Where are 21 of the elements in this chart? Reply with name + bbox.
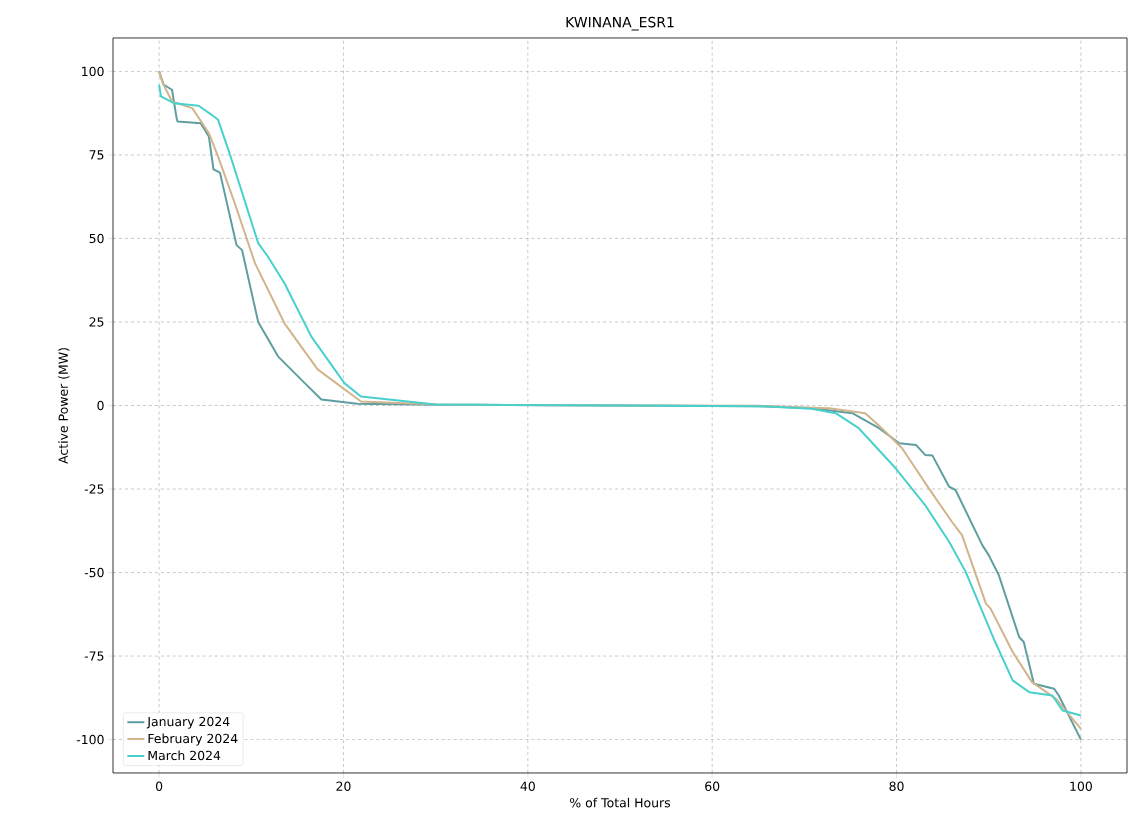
chart-title: KWINANA_ESR1 xyxy=(566,16,674,31)
x-tick-label: 100 xyxy=(1070,781,1092,791)
legend-label: January 2024 xyxy=(146,716,230,729)
x-axis-title: % of Total Hours xyxy=(570,797,671,808)
x-tick-label: 60 xyxy=(705,781,720,791)
legend-label: March 2024 xyxy=(148,750,221,761)
x-tick-label: 20 xyxy=(336,781,351,791)
x-tick-label: 80 xyxy=(889,781,904,791)
legend-label: February 2024 xyxy=(148,733,238,746)
y-tick-label: -100 xyxy=(76,734,104,745)
y-tick-label: -50 xyxy=(84,567,104,578)
y-tick-label: 50 xyxy=(89,233,104,244)
y-tick-label: 100 xyxy=(82,66,104,77)
y-tick-label: 75 xyxy=(89,150,104,160)
y-axis-title: Active Power (MW) xyxy=(58,348,70,464)
y-tick-label: -25 xyxy=(84,484,104,494)
x-tick-label: 40 xyxy=(520,781,535,791)
y-tick-label: -75 xyxy=(84,651,104,661)
x-tick-label: 0 xyxy=(155,781,163,791)
y-tick-label: 25 xyxy=(89,317,104,327)
y-tick-label: 0 xyxy=(97,400,104,411)
